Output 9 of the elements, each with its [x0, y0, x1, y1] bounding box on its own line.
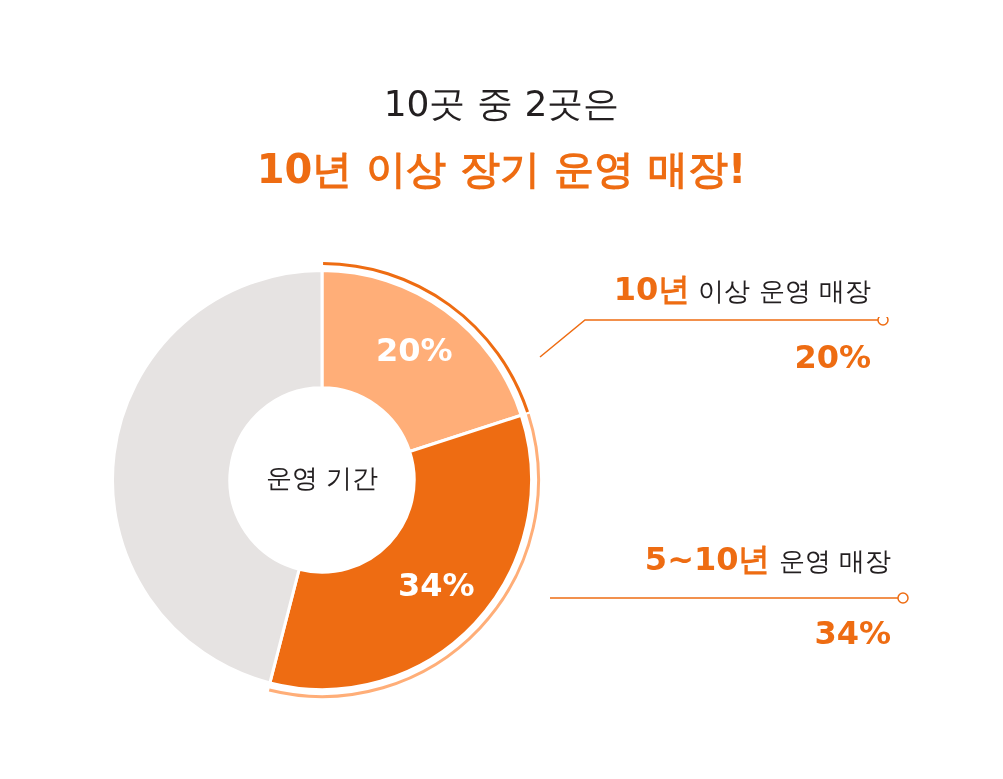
- slice-label: 10년 이상 운영 매장: [613, 269, 871, 310]
- data-label: 20%: [375, 331, 453, 370]
- text: 20%: [794, 338, 871, 376]
- chart-subtitle: 10년 이상 장기 운영 매장!: [255, 145, 748, 194]
- chart-title: 10곳 중 2곳은: [382, 82, 621, 126]
- text: 34%: [814, 614, 891, 652]
- data-label: 34%: [398, 565, 475, 604]
- slice-label: 5~10년 운영 매장: [644, 539, 891, 580]
- text: 운영 기간: [265, 462, 379, 493]
